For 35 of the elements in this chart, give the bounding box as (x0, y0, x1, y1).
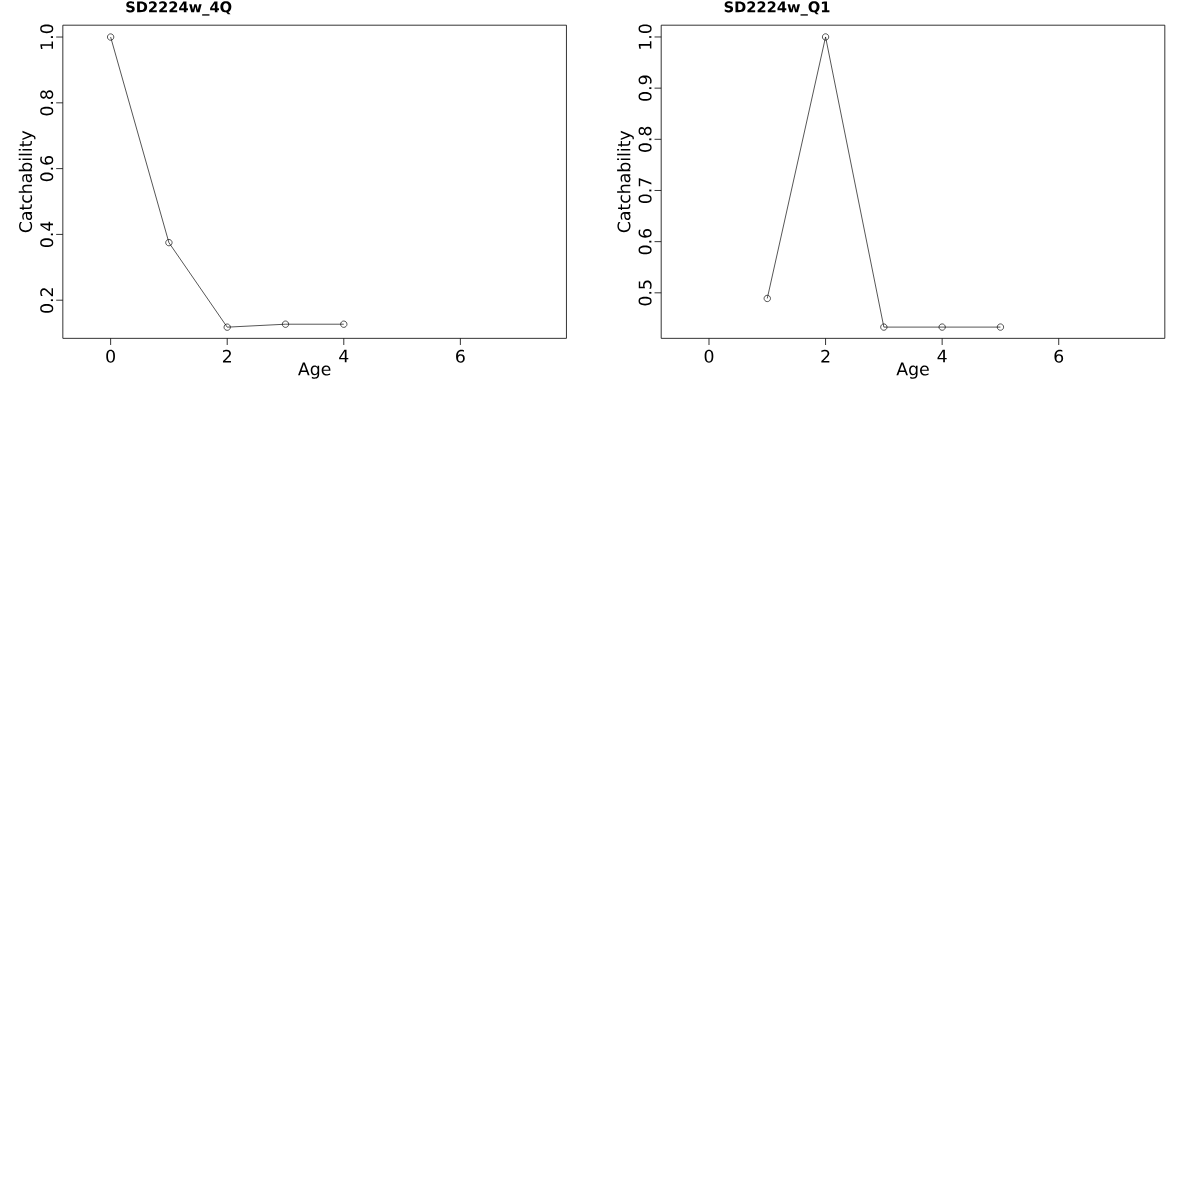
chart-title: SD2224w_Q1 (724, 1, 830, 16)
y-tick-label: 0.9 (638, 75, 652, 101)
y-tick-label: 0.5 (638, 280, 652, 306)
point (880, 323, 888, 331)
x-tick-label: 0 (106, 349, 116, 363)
y-tick-label: 0.6 (638, 229, 652, 255)
point (165, 239, 173, 247)
chart-title: SD2224w_4Q (126, 1, 232, 16)
x-tick-label: 6 (456, 349, 465, 363)
y-tick-label: 1.0 (638, 24, 652, 49)
x-tick-label: 6 (1054, 349, 1064, 363)
point (340, 320, 348, 328)
x-axis-title: Age (896, 362, 929, 379)
point (763, 294, 771, 302)
point (223, 323, 231, 331)
x-tick-label: 2 (223, 349, 232, 363)
y-tick-label: 0.4 (40, 221, 54, 247)
y-axis-title: Catchability (18, 130, 36, 233)
point (822, 33, 830, 41)
x-tick-label: 2 (821, 349, 830, 363)
y-tick-label: 0.7 (638, 178, 652, 204)
y-tick-label: 0.8 (40, 90, 54, 116)
x-axis-title: Age (298, 362, 331, 379)
x-tick-label: 4 (339, 349, 349, 363)
y-tick-label: 0.2 (40, 288, 54, 313)
y-axis-title: Catchability (617, 130, 634, 233)
x-tick-label: 4 (937, 349, 947, 363)
y-tick-label: 1.0 (40, 24, 54, 49)
x-tick-label: 0 (704, 349, 714, 363)
point (107, 33, 115, 41)
y-tick-label: 0.8 (638, 126, 652, 152)
point (938, 323, 946, 331)
y-tick-label: 0.6 (40, 155, 54, 182)
point (282, 320, 290, 328)
point (997, 323, 1005, 331)
